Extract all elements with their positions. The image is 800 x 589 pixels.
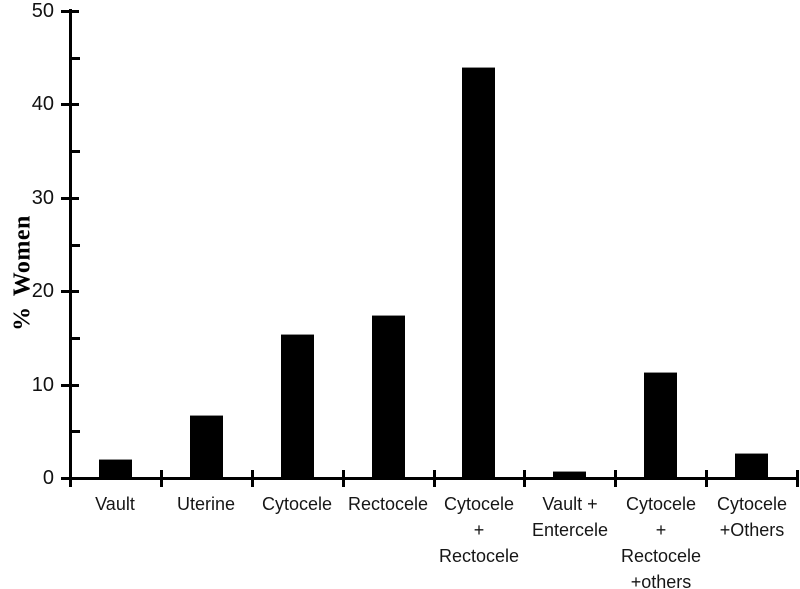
y-major-tick xyxy=(61,196,79,200)
x-category-label: Uterine xyxy=(131,491,281,517)
y-axis-line xyxy=(69,9,72,481)
x-axis-tick xyxy=(432,470,436,487)
bar xyxy=(644,372,677,478)
bar xyxy=(281,334,314,478)
x-axis-tick xyxy=(523,470,527,487)
y-minor-tick xyxy=(71,430,80,434)
y-major-tick xyxy=(61,383,79,387)
x-category-label-line: Rectocele xyxy=(620,546,702,566)
x-category-label-line: + xyxy=(473,520,485,540)
y-minor-tick xyxy=(71,150,80,154)
y-minor-tick xyxy=(71,243,80,247)
x-axis-tick xyxy=(614,470,618,487)
x-category-label-line: Rectocele xyxy=(347,494,429,514)
y-major-tick xyxy=(61,10,79,13)
x-category-label-line: Entercele xyxy=(531,520,609,540)
x-category-label: Cytocele + Rectocele +others xyxy=(586,491,736,589)
x-category-label: Rectocele xyxy=(313,491,463,517)
y-minor-tick xyxy=(71,56,80,60)
x-category-label-line: Vault xyxy=(95,494,135,514)
y-tick-label: 40 xyxy=(31,93,54,116)
x-category-label-line: Vault + xyxy=(542,494,598,514)
x-category-label: Vault xyxy=(40,491,190,517)
x-axis-tick xyxy=(159,470,163,487)
bar xyxy=(735,453,768,478)
x-category-label-line: Cytocele xyxy=(625,494,697,514)
x-category-label: Cytocele +Others xyxy=(677,491,800,543)
y-minor-tick xyxy=(71,336,80,340)
x-category-label: Cytocele + Rectocele xyxy=(404,491,554,569)
y-tick-label: 30 xyxy=(31,186,54,209)
x-category-label-line: Cytocele xyxy=(443,494,515,514)
x-axis-tick xyxy=(796,470,799,487)
y-axis-title: % Women xyxy=(9,215,36,331)
bar xyxy=(372,315,405,478)
y-tick-label: 0 xyxy=(42,467,54,489)
x-category-label-line: Uterine xyxy=(176,494,236,514)
x-category-label-line: +others xyxy=(630,572,692,589)
x-category-label-line: Cytocele xyxy=(261,494,333,514)
x-category-label-line: + xyxy=(655,520,667,540)
bar xyxy=(462,67,495,478)
bar xyxy=(553,471,586,478)
x-axis-tick xyxy=(69,470,72,487)
bar xyxy=(190,415,223,478)
x-category-label-line: +Others xyxy=(719,520,785,540)
y-major-tick xyxy=(61,103,79,107)
x-category-label: Cytocele xyxy=(222,491,372,517)
x-category-label: Vault + Entercele xyxy=(495,491,645,543)
y-tick-label: 50 xyxy=(31,0,54,22)
x-category-label-line: Cytocele xyxy=(716,494,788,514)
x-axis-tick xyxy=(341,470,345,487)
x-axis-tick xyxy=(705,470,709,487)
y-tick-label: 20 xyxy=(31,280,54,303)
y-tick-label: 10 xyxy=(31,373,54,396)
x-category-label-line: Rectocele xyxy=(438,546,520,566)
x-axis-tick xyxy=(250,470,254,487)
bar xyxy=(99,459,132,478)
y-major-tick xyxy=(61,290,79,294)
